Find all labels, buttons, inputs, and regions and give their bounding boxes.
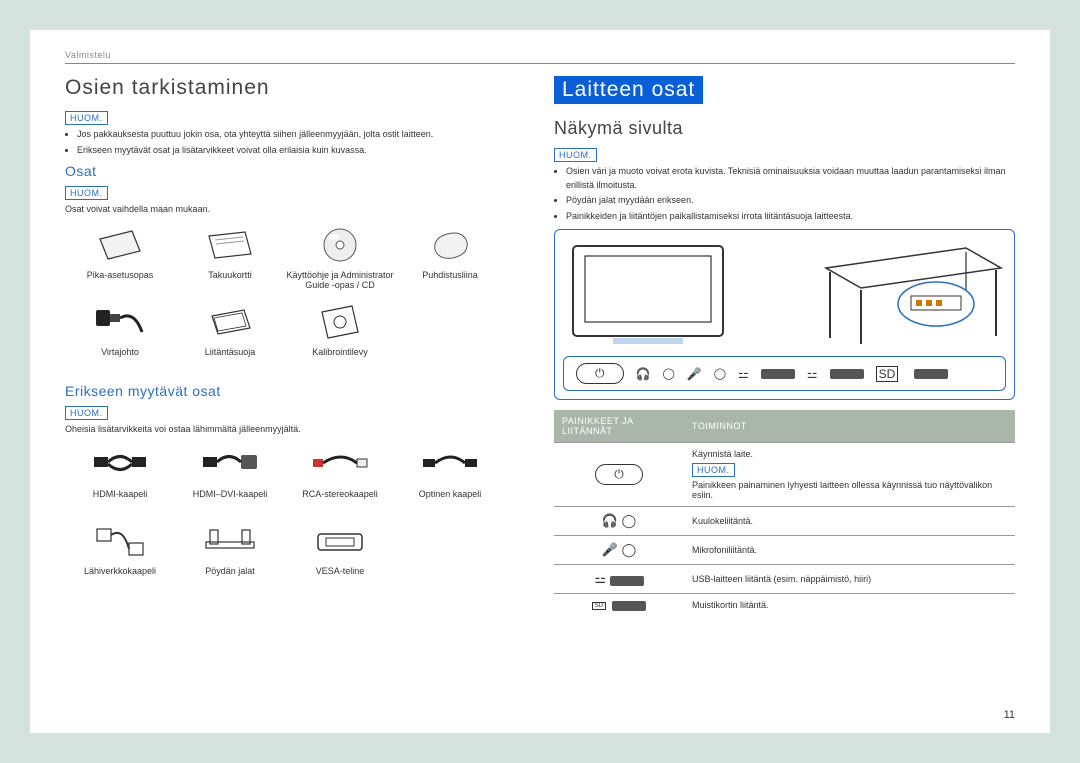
table-row: ⚍ USB-laitteen liitäntä (esim. näppäimis… xyxy=(554,565,1015,594)
sold-parts-grid: HDMI-kaapeli HDMI–DVI-kaapeli RCA-stereo… xyxy=(65,442,526,596)
sd-icon: SD xyxy=(876,366,899,382)
usb-icon: ⚍ xyxy=(594,571,609,586)
cover-icon xyxy=(175,300,285,345)
note-badge: HUOM. xyxy=(65,186,108,200)
note-badge: HUOM. xyxy=(65,406,108,420)
calib-disc-icon xyxy=(285,300,395,345)
quick-guide-icon xyxy=(65,223,175,268)
parts-grid: Pika-asetusopas Takuukortti Käyttöohje j… xyxy=(65,223,526,377)
note-badge: HUOM. xyxy=(65,111,108,125)
sd-icon: SD xyxy=(592,602,606,610)
power-cord-icon xyxy=(65,300,175,345)
hdmi-cable-icon xyxy=(65,442,175,487)
section-label: Valmistelu xyxy=(65,50,1015,60)
page-number: 11 xyxy=(1004,709,1015,721)
left-column: Osien tarkistaminen HUOM. Jos pakkaukses… xyxy=(65,76,526,617)
usb-icon: ⚍ xyxy=(807,367,818,381)
table-legs-icon xyxy=(175,519,285,564)
rca-cable-icon xyxy=(285,442,395,487)
lan-cable-icon xyxy=(65,519,175,564)
right-column: Laitteen osat Näkymä sivulta HUOM. Osien… xyxy=(554,76,1015,617)
header-rule xyxy=(65,63,1015,64)
note1-list: Jos pakkauksesta puuttuu jokin osa, ota … xyxy=(65,128,526,157)
usb-icon: ⚍ xyxy=(738,367,749,381)
part-item: Virtajohto xyxy=(65,300,175,369)
port-bar: ⏻ 🎧 ◯ 🎤 ◯ ⚍ ⚍ SD xyxy=(563,356,1006,391)
part-item: RCA-stereokaapeli xyxy=(285,442,395,511)
right-title-highlight: Laitteen osat xyxy=(554,76,703,104)
jack-icon: ◯ xyxy=(662,367,674,380)
part-item: HDMI-kaapeli xyxy=(65,442,175,511)
sold-note: Oheisia lisätarvikkeita voi ostaa lähimm… xyxy=(65,423,526,437)
right-subtitle: Näkymä sivulta xyxy=(554,118,1015,139)
monitor-icon xyxy=(563,238,733,348)
headphone-icon: 🎧 ◯ xyxy=(602,513,636,528)
part-item: VESA-teline xyxy=(285,519,395,588)
function-table: PAINIKKEET JA LIITÄNNÄT TOIMINNOT ⏻ Käyn… xyxy=(554,410,1015,617)
table-row: ⏻ Käynnistä laite. HUOM. Painikkeen pain… xyxy=(554,443,1015,507)
product-diagram: ⏻ 🎧 ◯ 🎤 ◯ ⚍ ⚍ SD xyxy=(554,229,1015,400)
part-item: Käyttöohje ja Administrator Guide -opas … xyxy=(285,223,395,292)
table-header: TOIMINNOT xyxy=(684,410,1015,443)
part-item: Takuukortti xyxy=(175,223,285,292)
right-note-list: Osien väri ja muoto voivat erota kuvista… xyxy=(554,165,1015,223)
manual-page: Valmistelu Osien tarkistaminen HUOM. Jos… xyxy=(30,30,1050,733)
warranty-card-icon xyxy=(175,223,285,268)
part-item: HDMI–DVI-kaapeli xyxy=(175,442,285,511)
part-item: Pöydän jalat xyxy=(175,519,285,588)
table-row: SD Muistikortin liitäntä. xyxy=(554,594,1015,617)
part-item: Puhdistusliina xyxy=(395,223,505,292)
table-row: 🎤 ◯ Mikrofoniliitäntä. xyxy=(554,536,1015,565)
part-item: Kalibrointilevy xyxy=(285,300,395,369)
part-item: Optinen kaapeli xyxy=(395,442,505,511)
note-badge: HUOM. xyxy=(692,463,735,477)
power-button-icon: ⏻ xyxy=(595,464,643,485)
table-header: PAINIKKEET JA LIITÄNNÄT xyxy=(554,410,684,443)
jack-icon: ◯ xyxy=(714,367,726,380)
optical-cable-icon xyxy=(395,442,505,487)
hdmi-dvi-icon xyxy=(175,442,285,487)
vesa-mount-icon xyxy=(285,519,395,564)
table-icon xyxy=(816,238,1006,348)
note-badge: HUOM. xyxy=(554,148,597,162)
left-title: Osien tarkistaminen xyxy=(65,76,526,100)
sold-sep-heading: Erikseen myytävät osat xyxy=(65,383,526,399)
cloth-icon xyxy=(395,223,505,268)
part-item: Pika-asetusopas xyxy=(65,223,175,292)
parts-heading: Osat xyxy=(65,163,526,179)
mic-icon: 🎤 xyxy=(687,367,702,381)
part-item: Lähiverkkokaapeli xyxy=(65,519,175,588)
mic-icon: 🎤 ◯ xyxy=(602,542,636,557)
headphone-icon: 🎧 xyxy=(636,367,651,381)
parts-note: Osat voivat vaihdella maan mukaan. xyxy=(65,203,526,217)
power-button-icon: ⏻ xyxy=(576,363,624,384)
cd-icon xyxy=(285,223,395,268)
part-item: Liitäntäsuoja xyxy=(175,300,285,369)
table-row: 🎧 ◯ Kuulokeliitäntä. xyxy=(554,507,1015,536)
